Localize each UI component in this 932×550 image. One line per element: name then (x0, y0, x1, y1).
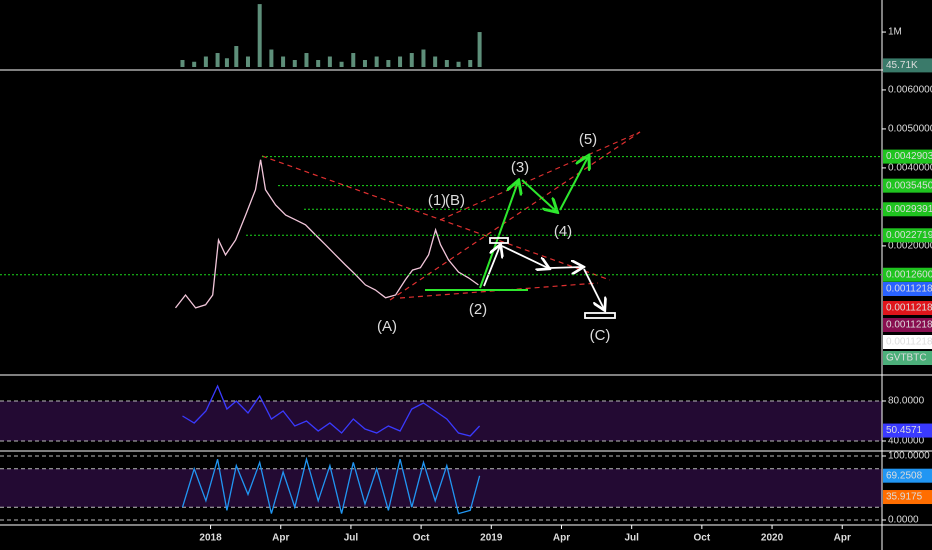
wave-label: (B) (445, 192, 465, 209)
volume-bar (245, 56, 250, 67)
wave-label: (3) (511, 159, 529, 176)
volume-bar (421, 49, 426, 67)
price-tag-label: 0.0011218 (886, 284, 932, 295)
price-tag-label: GVTBTC (886, 353, 927, 364)
price-tag (883, 301, 932, 315)
volume-bar (433, 56, 438, 67)
x-tick-label: Oct (413, 533, 430, 544)
wave-label: (5) (579, 131, 597, 148)
x-tick-label: Jul (624, 533, 639, 544)
price-tag-label: 35.9175 (886, 492, 923, 503)
volume-bar (339, 61, 344, 67)
y-tick-label: 0.0050000 (888, 124, 932, 135)
price-tag-label: 0.0012600 (886, 269, 932, 280)
price-tag (883, 202, 932, 217)
volume-bar (327, 56, 332, 67)
price-tag-label: 0.0042903 (886, 151, 932, 162)
price-tag (883, 318, 932, 332)
rsi-band (0, 401, 882, 441)
price-tag (883, 178, 932, 193)
volume-bar (180, 60, 185, 67)
price-tag (883, 490, 932, 505)
price-tag (883, 58, 932, 73)
volume-bar (409, 53, 414, 67)
x-tick-label: Jul (344, 533, 359, 544)
y-tick-label: 40.0000 (888, 436, 925, 447)
x-tick-label: 2020 (761, 533, 784, 544)
x-tick-label: 2019 (480, 533, 503, 544)
price-tag (883, 335, 932, 349)
x-tick-label: Apr (272, 533, 289, 544)
x-tick-label: Apr (553, 533, 570, 544)
price-tag-label: 0.0011218 (886, 337, 932, 348)
x-tick-label: 2018 (199, 533, 222, 544)
y-tick-label: 1M (888, 27, 902, 38)
price-tag (883, 468, 932, 483)
y-tick-label: 0.0040000 (888, 163, 932, 174)
price-tag (883, 282, 932, 296)
price-tag (883, 423, 932, 438)
volume-bar (203, 56, 208, 67)
volume-bar (444, 60, 449, 67)
y-tick-label: 80.0000 (888, 396, 925, 407)
y-tick-label: 0.0060000 (888, 85, 932, 96)
wave-label: (C) (590, 327, 611, 344)
price-tag-label: 0.0011218 (886, 303, 932, 314)
volume-bar (234, 46, 239, 67)
volume-bar (351, 53, 356, 67)
wave-label: (A) (377, 318, 397, 335)
y-tick-label: 0.0000 (888, 515, 919, 526)
volume-bar (224, 58, 229, 67)
price-tag-label: 50.4571 (886, 425, 923, 436)
volume-bar (192, 61, 197, 67)
price-tag (883, 228, 932, 243)
price-tag-label: 69.2508 (886, 470, 923, 481)
price-tag-label: 0.0035450 (886, 180, 932, 191)
x-tick-label: Oct (694, 533, 711, 544)
volume-bar (215, 53, 220, 67)
stoch-band (0, 469, 882, 507)
series-line (181, 456, 481, 515)
series-line (174, 159, 479, 309)
volume-bar (281, 56, 286, 67)
price-tag (883, 149, 932, 164)
price-tag-label: 45.71K (886, 60, 918, 71)
wave-label: (4) (554, 223, 572, 240)
x-tick-label: Apr (834, 533, 851, 544)
wave-label: (1) (428, 192, 446, 209)
wave-arrows-white (483, 237, 616, 319)
volume-bar (269, 49, 274, 67)
y-tick-label: 0.0020000 (888, 241, 932, 252)
volume-bar (304, 53, 309, 67)
volume-bar (292, 60, 297, 67)
wave-label: (2) (469, 301, 487, 318)
price-tag-label: 0.0011218 (886, 320, 932, 331)
volume-bar (468, 60, 473, 67)
volume-bar (374, 56, 379, 67)
volume-bar (456, 61, 461, 67)
price-tag (883, 267, 932, 282)
price-tag-label: 0.0022719 (886, 230, 932, 241)
series-line (182, 384, 481, 437)
volume-bar (398, 56, 403, 67)
price-tag (883, 351, 932, 365)
y-tick-label: 100.0000 (888, 451, 930, 462)
price-tag-label: 0.0029391 (886, 204, 932, 215)
volume-bar (257, 4, 262, 67)
trend-lines (261, 131, 641, 301)
volume-bar (477, 32, 482, 67)
volume-bar (386, 60, 391, 67)
volume-bar (362, 60, 367, 67)
volume-bar (316, 60, 321, 67)
